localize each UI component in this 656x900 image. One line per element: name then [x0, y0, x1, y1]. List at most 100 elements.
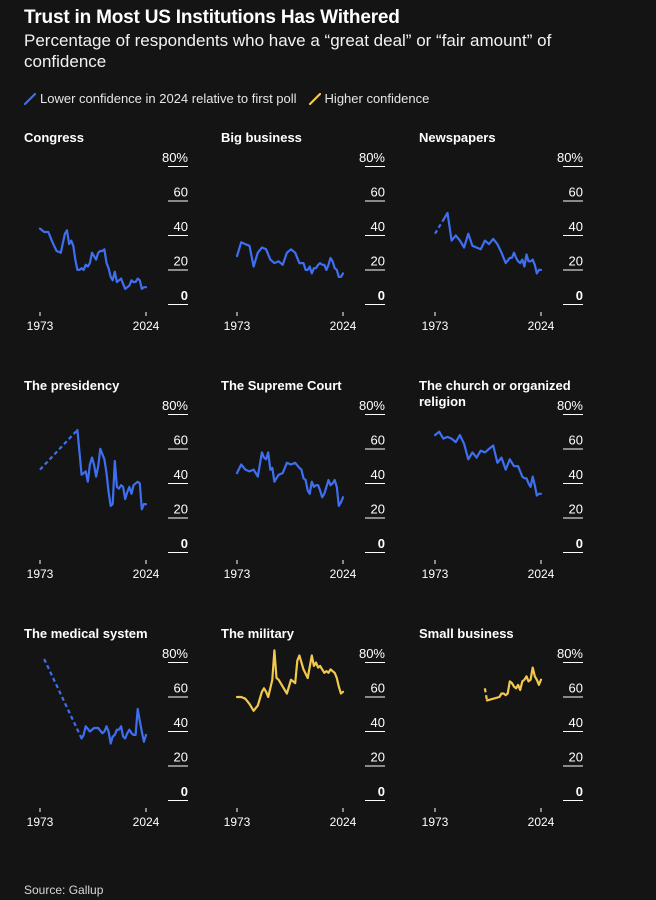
x-tick-label: 1973: [422, 815, 449, 829]
y-tick-label: 20: [569, 502, 583, 517]
legend-swatch-lower-icon: [24, 92, 36, 105]
series-line: [235, 649, 345, 712]
x-tick-label: 2024: [133, 319, 160, 333]
source-note: Source: Gallup: [24, 883, 104, 897]
series-gap-line: [43, 658, 83, 739]
y-tick-label: 20: [371, 254, 385, 269]
panel-title: Congress: [24, 130, 84, 145]
y-tick-label: 0: [576, 784, 583, 799]
series-gap-line: [483, 688, 489, 701]
panel-title: The military: [221, 626, 295, 641]
y-tick-label: 80%: [359, 150, 385, 165]
legend-label-lower: Lower confidence in 2024 relative to fir…: [40, 91, 297, 106]
y-tick-label: 80%: [557, 150, 583, 165]
y-tick-label: 0: [576, 288, 583, 303]
y-tick-label: 60: [371, 433, 385, 448]
y-tick-label: 20: [371, 750, 385, 765]
y-tick-label: 80%: [162, 646, 188, 661]
y-tick-label: 80%: [162, 398, 188, 413]
y-tick-label: 60: [569, 433, 583, 448]
x-tick-label: 1973: [422, 567, 449, 581]
y-tick-label: 80%: [359, 398, 385, 413]
y-tick-label: 80%: [557, 398, 583, 413]
chart-subtitle: Percentage of respondents who have a “gr…: [24, 31, 552, 71]
series-line: [485, 666, 543, 702]
x-tick-label: 2024: [528, 567, 555, 581]
y-tick-label: 20: [371, 502, 385, 517]
x-tick-label: 2024: [330, 567, 357, 581]
y-tick-label: 20: [174, 254, 188, 269]
x-tick-label: 2024: [133, 567, 160, 581]
y-tick-label: 60: [569, 681, 583, 696]
series-line: [235, 241, 345, 278]
y-tick-label: 60: [371, 681, 385, 696]
y-tick-label: 20: [569, 750, 583, 765]
series-line: [76, 428, 148, 511]
y-tick-label: 40: [371, 467, 385, 482]
y-tick-label: 80%: [557, 646, 583, 661]
x-tick-label: 1973: [27, 319, 54, 333]
panel-title: The Supreme Court: [221, 378, 342, 393]
y-tick-label: 0: [378, 536, 385, 551]
y-tick-label: 0: [576, 536, 583, 551]
panel-big-business: Big business 80% 60 40 20 0 1973 2024: [221, 130, 385, 333]
series-line: [235, 451, 345, 507]
panel-the-presidency: The presidency 80% 60 40 20 0 1973 2024: [24, 378, 188, 581]
panel-title: Small business: [419, 626, 514, 641]
legend-swatch-higher-icon: [308, 92, 321, 105]
panel-title: Big business: [221, 130, 302, 145]
panel-newspapers: Newspapers 80% 60 40 20 0 1973 2024: [419, 130, 583, 333]
legend-item-lower: Lower confidence in 2024 relative to fir…: [24, 91, 297, 106]
panel-the-supreme-court: The Supreme Court 80% 60 40 20 0 1973 2024: [221, 378, 385, 581]
series-gap-line: [434, 219, 445, 235]
y-tick-label: 60: [174, 185, 188, 200]
y-tick-label: 0: [181, 288, 188, 303]
legend-item-higher: Higher confidence: [308, 91, 430, 106]
x-tick-label: 1973: [224, 319, 251, 333]
y-tick-label: 0: [181, 784, 188, 799]
x-tick-label: 2024: [528, 319, 555, 333]
chart-title: Trust in Most US Institutions Has Wither…: [24, 7, 400, 28]
x-tick-label: 1973: [27, 815, 54, 829]
panel-the-church-or-organized-religion: The church or organized religion 80% 60 40 20…: [419, 378, 583, 581]
x-tick-label: 2024: [133, 815, 160, 829]
legend: Lower confidence in 2024 relative to fir…: [24, 91, 441, 106]
y-tick-label: 60: [174, 681, 188, 696]
x-tick-label: 2024: [528, 815, 555, 829]
panel-title: The church or organized religion: [419, 378, 571, 409]
x-tick-label: 1973: [422, 319, 449, 333]
y-tick-label: 0: [181, 536, 188, 551]
panel-small-business: Small business 80% 60 40 20 0 1973 2024: [419, 626, 583, 829]
y-tick-label: 40: [371, 715, 385, 730]
panel-title: The presidency: [24, 378, 120, 393]
y-tick-label: 40: [174, 467, 188, 482]
x-tick-label: 2024: [330, 319, 357, 333]
y-tick-label: 40: [174, 219, 188, 234]
panel-the-medical-system: The medical system 80% 60 40 20 0 1973 2024: [24, 626, 188, 829]
y-tick-label: 60: [174, 433, 188, 448]
y-tick-label: 80%: [359, 646, 385, 661]
x-tick-label: 1973: [27, 567, 54, 581]
series-line: [442, 211, 543, 275]
y-tick-label: 40: [569, 715, 583, 730]
y-tick-label: 40: [174, 715, 188, 730]
x-tick-label: 1973: [224, 567, 251, 581]
panel-title: The medical system: [24, 626, 148, 641]
legend-label-higher: Higher confidence: [324, 91, 430, 106]
series-gap-line: [39, 429, 79, 471]
y-tick-label: 40: [569, 219, 583, 234]
series-line: [38, 227, 148, 290]
series-line: [433, 430, 543, 497]
y-tick-label: 20: [569, 254, 583, 269]
y-tick-label: 60: [371, 185, 385, 200]
y-tick-label: 20: [174, 750, 188, 765]
y-tick-label: 60: [569, 185, 583, 200]
panel-title: Newspapers: [419, 130, 496, 145]
y-tick-label: 0: [378, 784, 385, 799]
y-tick-label: 40: [569, 467, 583, 482]
y-tick-label: 80%: [162, 150, 188, 165]
panel-congress: Congress 80% 60 40 20 0 1973 2024: [24, 130, 188, 333]
x-tick-label: 1973: [224, 815, 251, 829]
series-line: [80, 707, 148, 745]
